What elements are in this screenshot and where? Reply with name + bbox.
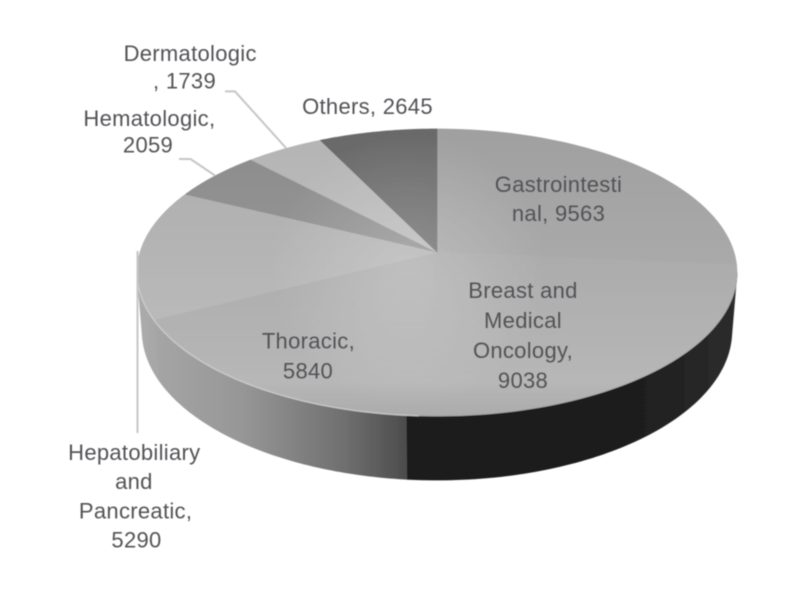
svg-text:Gastrointesti: Gastrointesti [495,172,622,197]
svg-text:Thoracic,: Thoracic, [262,329,355,354]
svg-text:nal, 9563: nal, 9563 [512,201,605,226]
svg-text:, 1739: , 1739 [153,69,216,94]
svg-text:Breast and: Breast and [468,278,577,303]
svg-text:Dermatologic: Dermatologic [124,41,257,66]
svg-text:Oncology,: Oncology, [473,338,573,363]
svg-text:5290: 5290 [111,528,161,553]
svg-text:Others, 2645: Others, 2645 [302,94,433,119]
svg-text:Medical: Medical [484,308,562,333]
svg-text:9038: 9038 [498,368,548,393]
svg-text:Hematologic,: Hematologic, [83,106,215,131]
svg-text:and: and [115,469,153,494]
svg-text:Pancreatic,: Pancreatic, [79,499,192,524]
svg-text:5840: 5840 [283,358,333,383]
svg-text:2059: 2059 [123,133,173,158]
svg-text:Hepatobiliary: Hepatobiliary [68,440,200,465]
